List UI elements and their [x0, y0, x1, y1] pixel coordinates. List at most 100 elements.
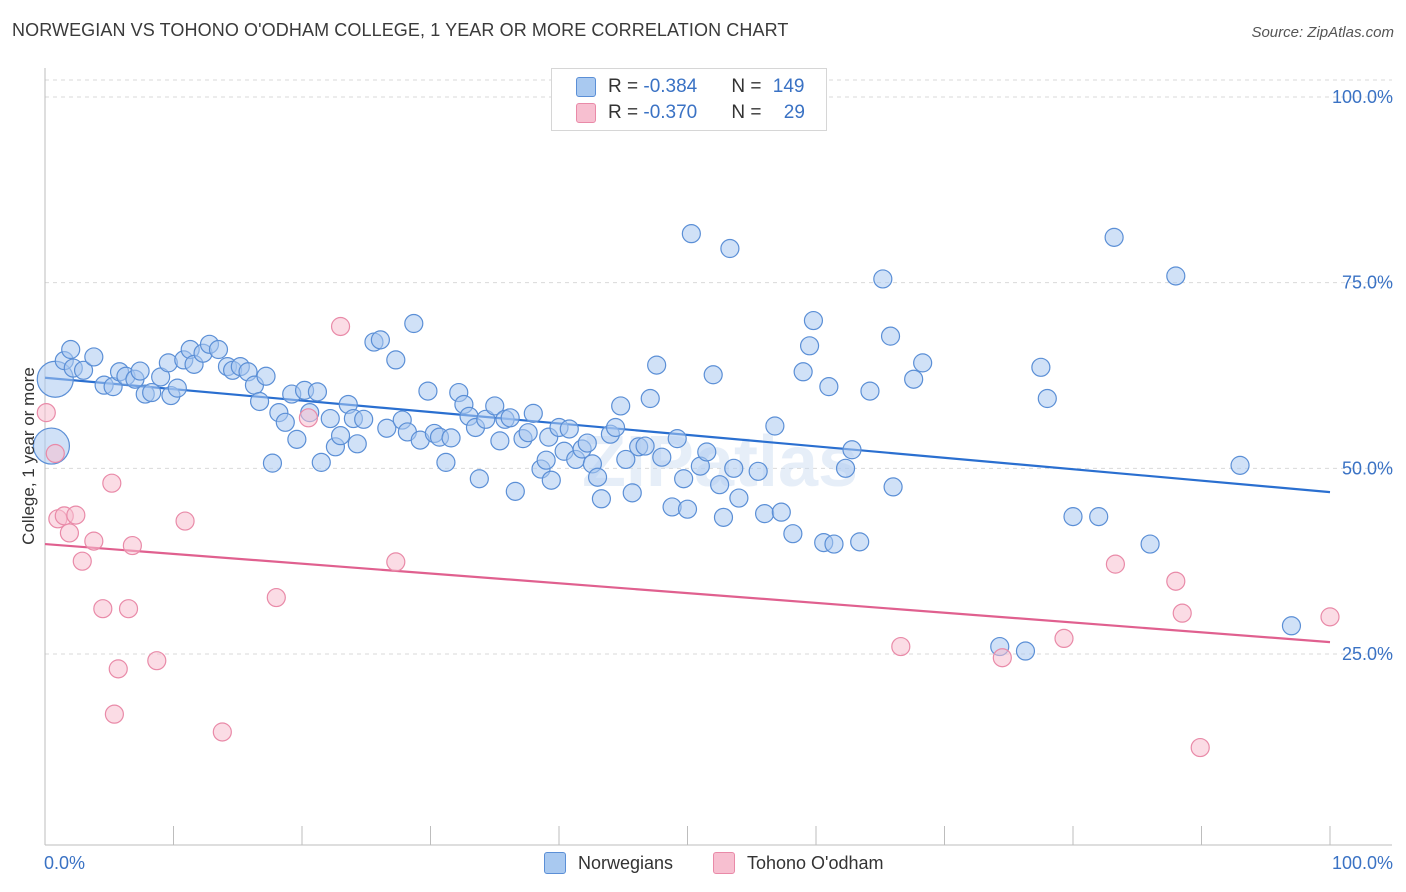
- tohono-point: [1320, 607, 1340, 627]
- norwegians-point: [605, 417, 626, 438]
- norwegians-point: [61, 339, 81, 360]
- norwegians-point: [485, 396, 505, 416]
- norwegians-point: [436, 452, 456, 472]
- norwegians-point: [287, 429, 307, 449]
- norwegians-point: [850, 532, 870, 552]
- norwegians-point: [1140, 534, 1160, 554]
- norwegians-legend-swatch: [544, 852, 566, 874]
- tohono-point: [891, 636, 911, 657]
- tohono-point: [1054, 628, 1074, 649]
- tohono-point: [1105, 554, 1126, 574]
- legend-item-tohono[interactable]: Tohono O'odham: [713, 852, 884, 874]
- norwegians-point: [635, 436, 655, 456]
- norwegians-point: [1230, 455, 1250, 475]
- norwegians-point: [616, 449, 636, 470]
- norwegians-point: [577, 433, 597, 453]
- norwegians-point: [505, 481, 525, 501]
- norwegians-point: [835, 458, 856, 478]
- norwegians-point: [729, 488, 749, 508]
- tohono-point: [175, 511, 195, 531]
- tohono-point: [266, 587, 286, 608]
- n-label: N =: [731, 102, 767, 123]
- y-tick-label: 75.0%: [1342, 273, 1393, 293]
- tohono-point: [386, 552, 406, 572]
- norwegians-point: [130, 361, 150, 381]
- norwegians-point: [667, 429, 687, 449]
- norwegians-point: [262, 453, 283, 473]
- x-tick-label: 100.0%: [1332, 853, 1393, 873]
- norwegians-point: [1166, 266, 1186, 286]
- norwegians-point: [330, 426, 351, 446]
- norwegians-point: [819, 377, 839, 397]
- norwegians-point: [880, 326, 901, 346]
- norwegians-point: [441, 428, 461, 448]
- norwegians-point: [142, 382, 162, 403]
- norwegians-point: [587, 467, 608, 487]
- r-value: -0.370: [643, 102, 698, 123]
- norwegians-point: [476, 409, 496, 429]
- y-tick-label: 100.0%: [1332, 87, 1393, 107]
- stats-legend: R = -0.384 N = 149 R = -0.370 N = 29: [551, 68, 827, 131]
- norwegians-point: [622, 483, 642, 503]
- source-note: Source: ZipAtlas.com: [1251, 24, 1394, 41]
- norwegians-point: [720, 238, 740, 259]
- norwegians-point: [1104, 227, 1124, 247]
- tohono-point: [212, 722, 232, 742]
- r-label: R =: [608, 76, 644, 97]
- tohono-point: [108, 659, 128, 679]
- tohono-point: [1172, 603, 1192, 623]
- norwegians-point: [418, 381, 438, 401]
- norwegians-point: [765, 416, 785, 436]
- norwegians-point: [647, 355, 667, 375]
- tohono-point: [298, 408, 319, 428]
- norwegians-point: [256, 366, 276, 386]
- tohono-point: [330, 316, 351, 337]
- n-value: 29: [783, 102, 805, 123]
- norwegians-point: [771, 502, 791, 522]
- norwegians-point: [377, 418, 397, 438]
- x-tick-label: 0.0%: [44, 853, 85, 873]
- norwegians-point: [167, 378, 187, 398]
- tohono-point: [72, 551, 92, 571]
- norwegians-point: [354, 409, 374, 429]
- norwegians-swatch: [576, 77, 596, 97]
- tohono-point: [102, 473, 122, 493]
- norwegians-point: [640, 388, 660, 409]
- norwegians-point: [84, 347, 104, 367]
- norwegians-point: [710, 475, 730, 495]
- norwegians-point: [824, 534, 844, 554]
- tohono-point: [118, 599, 139, 619]
- norwegians-point: [677, 499, 698, 519]
- norwegians-point: [703, 365, 723, 385]
- norwegians-point: [249, 391, 270, 412]
- norwegians-point: [724, 458, 744, 478]
- norwegians-point: [860, 381, 880, 401]
- legend-label-tohono: Tohono O'odham: [747, 852, 884, 873]
- tohono-point: [122, 535, 142, 556]
- tohono-point: [1190, 737, 1210, 758]
- norwegians-point: [681, 224, 701, 244]
- norwegians-point: [652, 447, 672, 467]
- norwegians-point: [842, 440, 862, 460]
- norwegians-point: [404, 313, 424, 334]
- tohono-point: [93, 599, 113, 619]
- tohono-point: [84, 531, 104, 551]
- chart-title: NORWEGIAN VS TOHONO O'ODHAM COLLEGE, 1 Y…: [12, 20, 789, 40]
- norwegians-point: [559, 419, 579, 439]
- norwegians-point: [883, 477, 903, 497]
- stats-row-norwegians: R = -0.384 N = 149: [576, 75, 804, 99]
- norwegians-point: [713, 507, 734, 527]
- norwegians-point: [275, 412, 295, 432]
- norwegians-point: [799, 336, 820, 356]
- norwegians-point: [1089, 507, 1109, 527]
- norwegians-point: [73, 360, 94, 380]
- norwegians-point: [518, 423, 538, 443]
- tohono-point: [36, 403, 56, 423]
- norwegians-point: [386, 350, 406, 370]
- tohono-point: [992, 648, 1012, 668]
- legend-item-norwegians[interactable]: Norwegians: [544, 852, 673, 874]
- norwegians-point: [611, 396, 631, 416]
- stats-row-tohono: R = -0.370 N = 29: [576, 101, 805, 125]
- tohono-point: [45, 443, 65, 464]
- tohono-trend-line: [44, 542, 1331, 644]
